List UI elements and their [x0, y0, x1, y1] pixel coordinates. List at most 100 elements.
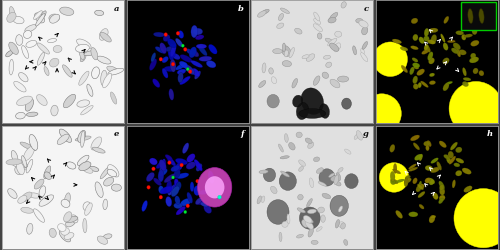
Text: e: e: [114, 130, 119, 138]
Ellipse shape: [454, 189, 500, 248]
Ellipse shape: [419, 204, 424, 209]
Ellipse shape: [166, 156, 176, 166]
Ellipse shape: [426, 178, 435, 184]
Ellipse shape: [60, 8, 74, 16]
Ellipse shape: [392, 40, 402, 44]
Ellipse shape: [298, 194, 303, 200]
Ellipse shape: [425, 45, 430, 53]
Ellipse shape: [414, 66, 419, 70]
Ellipse shape: [410, 68, 414, 76]
Ellipse shape: [146, 173, 154, 182]
Ellipse shape: [171, 166, 180, 172]
Ellipse shape: [66, 162, 76, 170]
Ellipse shape: [404, 178, 408, 187]
Ellipse shape: [449, 156, 456, 164]
Ellipse shape: [186, 154, 195, 163]
Ellipse shape: [84, 203, 92, 215]
Ellipse shape: [410, 136, 420, 141]
Ellipse shape: [186, 162, 196, 170]
Ellipse shape: [34, 14, 44, 24]
Ellipse shape: [171, 186, 179, 197]
Ellipse shape: [108, 69, 124, 76]
Ellipse shape: [84, 52, 96, 57]
Ellipse shape: [326, 39, 333, 44]
Ellipse shape: [462, 168, 471, 174]
Ellipse shape: [160, 44, 166, 54]
Ellipse shape: [7, 13, 16, 23]
Ellipse shape: [174, 179, 178, 187]
Ellipse shape: [156, 161, 166, 169]
Ellipse shape: [413, 84, 418, 90]
Ellipse shape: [336, 220, 340, 228]
Ellipse shape: [338, 222, 344, 228]
Bar: [462, 4, 496, 30]
Ellipse shape: [39, 186, 46, 198]
Text: d: d: [487, 5, 493, 13]
Ellipse shape: [159, 196, 162, 199]
Ellipse shape: [292, 96, 302, 108]
Ellipse shape: [472, 28, 477, 35]
Ellipse shape: [308, 209, 316, 214]
Ellipse shape: [162, 69, 168, 79]
Ellipse shape: [417, 70, 424, 76]
Ellipse shape: [282, 222, 288, 228]
Ellipse shape: [166, 197, 172, 207]
Ellipse shape: [448, 152, 454, 159]
Ellipse shape: [172, 63, 175, 67]
Ellipse shape: [191, 61, 202, 68]
Ellipse shape: [450, 142, 458, 150]
Ellipse shape: [164, 67, 175, 72]
Ellipse shape: [166, 48, 174, 53]
Ellipse shape: [413, 35, 418, 42]
Ellipse shape: [356, 131, 362, 140]
Ellipse shape: [25, 26, 36, 33]
Ellipse shape: [463, 78, 471, 82]
Ellipse shape: [172, 54, 180, 60]
Ellipse shape: [61, 200, 70, 208]
Ellipse shape: [208, 45, 217, 55]
Ellipse shape: [330, 196, 348, 216]
Ellipse shape: [401, 66, 407, 74]
Ellipse shape: [194, 186, 200, 196]
Ellipse shape: [152, 80, 160, 88]
Ellipse shape: [159, 169, 168, 176]
Ellipse shape: [107, 170, 117, 177]
Ellipse shape: [464, 186, 472, 192]
Ellipse shape: [440, 35, 445, 43]
Ellipse shape: [453, 44, 460, 51]
Ellipse shape: [66, 216, 78, 223]
Ellipse shape: [314, 76, 320, 86]
Ellipse shape: [324, 56, 330, 60]
Ellipse shape: [92, 148, 105, 154]
Text: c: c: [364, 5, 368, 13]
Ellipse shape: [40, 12, 46, 21]
Ellipse shape: [78, 46, 84, 61]
Ellipse shape: [334, 32, 342, 38]
Ellipse shape: [464, 35, 472, 38]
Ellipse shape: [24, 147, 34, 161]
Ellipse shape: [360, 54, 368, 62]
Ellipse shape: [34, 209, 44, 222]
Ellipse shape: [298, 167, 304, 172]
Text: g: g: [362, 130, 368, 138]
Ellipse shape: [439, 141, 446, 148]
Ellipse shape: [284, 134, 288, 143]
Ellipse shape: [462, 35, 466, 41]
Ellipse shape: [6, 51, 13, 58]
Ellipse shape: [83, 218, 87, 233]
Ellipse shape: [163, 36, 170, 42]
Ellipse shape: [174, 203, 182, 209]
Ellipse shape: [168, 40, 176, 48]
Ellipse shape: [430, 74, 434, 77]
Ellipse shape: [196, 198, 202, 205]
Ellipse shape: [18, 196, 27, 203]
Ellipse shape: [443, 84, 449, 92]
Ellipse shape: [176, 206, 186, 215]
Ellipse shape: [444, 155, 450, 160]
Ellipse shape: [262, 196, 265, 203]
Ellipse shape: [297, 208, 306, 213]
Ellipse shape: [104, 234, 112, 239]
Ellipse shape: [58, 224, 66, 232]
Ellipse shape: [154, 178, 162, 186]
Ellipse shape: [147, 186, 150, 190]
